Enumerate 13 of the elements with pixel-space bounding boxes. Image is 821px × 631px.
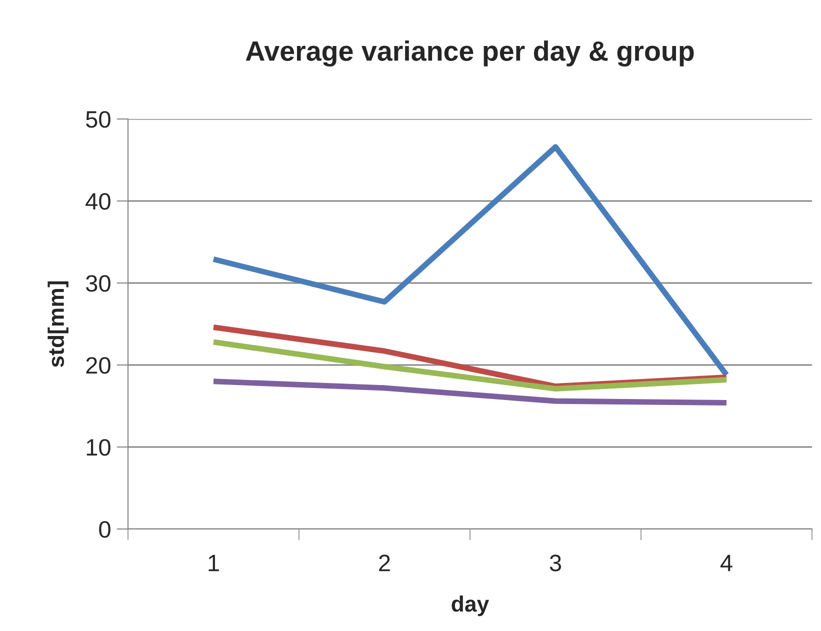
x-axis-title: day [452, 595, 490, 616]
x-tick-label: 4 [720, 554, 732, 572]
y-tick-label: 30 [86, 275, 110, 292]
x-tick-label: 3 [550, 554, 562, 572]
chart-title: Average variance per day & group [246, 40, 694, 67]
y-tick-label: 50 [86, 111, 110, 128]
y-tick-label: 20 [86, 357, 110, 374]
y-tick-label: 0 [99, 521, 110, 538]
y-tick-label: 40 [86, 193, 110, 210]
x-tick-label: 1 [208, 554, 219, 572]
y-axis-title: std[mm] [48, 281, 68, 368]
y-tick-label: 10 [86, 439, 110, 456]
x-tick-label: 2 [379, 554, 390, 572]
